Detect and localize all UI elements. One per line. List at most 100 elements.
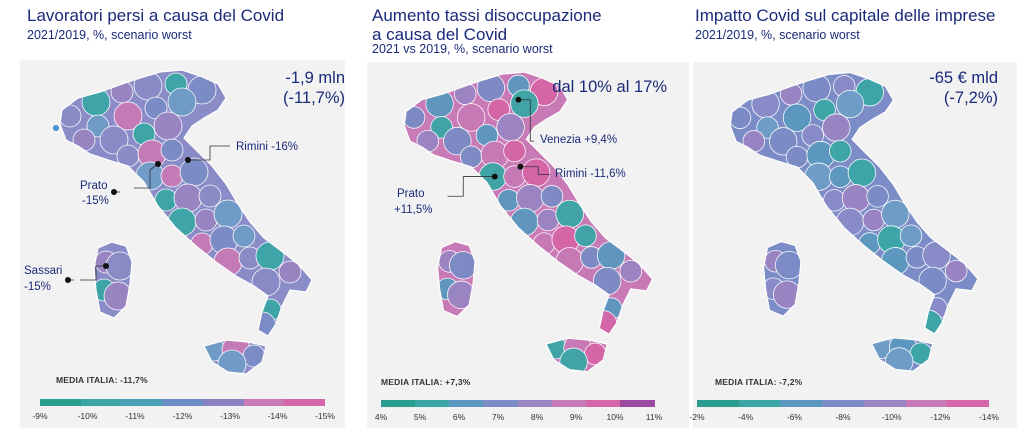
annotation-leader-line xyxy=(188,145,230,161)
panel-subtitle: 2021/2019, %, scenario worst xyxy=(695,28,860,42)
legend-tick-label: -13% xyxy=(220,411,240,421)
legend-color-swatch xyxy=(517,400,553,407)
annotation-rimini: Rimini -11,6% xyxy=(555,168,626,180)
annotation-leader-line xyxy=(518,99,535,142)
legend-color-swatch xyxy=(284,399,326,406)
headline-line-2: (-11,7%) xyxy=(282,89,345,107)
legend-color-swatch xyxy=(585,400,621,407)
province-patch xyxy=(81,87,111,117)
legend-tick-label: 9% xyxy=(569,412,583,422)
annotation-sassari-label: Sassari xyxy=(24,265,63,277)
province-patch xyxy=(829,165,852,188)
sassari-end-dot xyxy=(65,277,71,283)
coastline xyxy=(545,337,608,373)
legend-tick-label: -4% xyxy=(738,412,754,422)
coastline xyxy=(203,339,267,375)
legend-color-swatch xyxy=(947,400,990,407)
province-patch xyxy=(99,125,129,155)
legend-color-swatch xyxy=(40,399,82,406)
province-patch xyxy=(72,128,96,152)
legend-color-swatch xyxy=(80,399,122,406)
annotation-venezia: Venezia +9,4% xyxy=(540,134,618,146)
province-patch xyxy=(60,104,82,128)
coastline xyxy=(59,69,313,337)
panel-subtitle: 2021 vs 2019, %, scenario worst xyxy=(372,42,553,56)
province-patch xyxy=(510,207,539,237)
province-patch xyxy=(521,158,551,187)
region-patches xyxy=(60,70,312,374)
province-patch xyxy=(619,259,643,283)
province-patch xyxy=(769,127,798,156)
province-patch xyxy=(194,208,218,232)
province-patch xyxy=(751,89,780,119)
province-patch xyxy=(496,113,525,142)
national-average: MEDIA ITALIA: +7,3% xyxy=(381,377,471,387)
province-patch xyxy=(516,184,545,213)
panel-title: Lavoratori persi a causa del Covid xyxy=(27,6,285,25)
province-patch xyxy=(540,185,564,208)
province-patch xyxy=(167,87,197,117)
province-patch xyxy=(835,89,865,119)
panel-company-capital: Impatto Covid sul capitale delle imprese… xyxy=(685,0,1024,432)
province-patch xyxy=(847,158,877,187)
province-patch xyxy=(213,247,243,277)
legend-color-swatch xyxy=(697,400,740,407)
legend-color-swatch xyxy=(243,399,285,406)
province-patch xyxy=(914,309,943,339)
headline-line-2: (-7,2%) xyxy=(943,89,998,107)
province-patch xyxy=(443,126,472,156)
legend-color-swatch xyxy=(822,400,865,407)
province-patch xyxy=(179,157,209,187)
legend-color-swatch xyxy=(738,400,781,407)
annotation-prato-label: Prato xyxy=(397,188,425,200)
province-patch xyxy=(154,188,178,212)
legend-tick-label: -14% xyxy=(267,411,288,421)
national-average: MEDIA ITALIA: -7,2% xyxy=(715,377,803,387)
italy-map xyxy=(729,71,979,372)
legend-color-swatch xyxy=(863,400,907,407)
coastline xyxy=(763,240,802,317)
province-patch xyxy=(596,241,626,270)
legend-tick-label: 8% xyxy=(530,412,544,422)
province-patch xyxy=(153,111,183,141)
province-patch xyxy=(804,162,833,191)
province-patch xyxy=(574,224,597,247)
province-patch xyxy=(881,247,910,276)
province-patch xyxy=(251,267,281,297)
rimini-marker-dot xyxy=(517,163,524,170)
panel-subtitle: 2021/2019, %, scenario worst xyxy=(27,28,192,42)
province-patch xyxy=(425,89,454,118)
legend-color-swatch xyxy=(905,400,948,407)
province-patch xyxy=(835,207,865,237)
legend-tick-label: -10% xyxy=(881,412,902,422)
province-patch xyxy=(160,138,184,162)
province-patch xyxy=(742,130,765,153)
province-patch xyxy=(503,139,526,163)
province-patch xyxy=(899,224,923,247)
legend-tick-label: -8% xyxy=(835,412,851,422)
headline-line-1: -65 € mld xyxy=(929,69,998,87)
province-patch xyxy=(555,247,584,276)
province-patch xyxy=(255,241,285,271)
panel-title: Impatto Covid sul capitale delle imprese xyxy=(695,6,996,25)
province-patch xyxy=(167,207,197,237)
color-legend: 4% 5% 6% 7% 8% 9% 10% 11% xyxy=(375,400,662,422)
prato-marker-dot xyxy=(155,161,161,167)
province-patch xyxy=(232,224,256,248)
sassari-marker-dot xyxy=(103,263,109,269)
legend-tick-label: -12% xyxy=(930,412,951,422)
coastline xyxy=(729,71,979,335)
legend-color-swatch xyxy=(121,399,163,406)
province-patch xyxy=(823,189,846,212)
legend-tick-label: -6% xyxy=(786,412,802,422)
annotation-leader-line xyxy=(134,163,159,189)
province-patch xyxy=(198,184,222,208)
legend-tick-label: -15% xyxy=(315,411,335,421)
legend-color-swatch xyxy=(202,399,245,406)
province-patch xyxy=(113,101,143,131)
panel-workers-lost: Lavoratori persi a causa del Covid 2021/… xyxy=(0,0,345,432)
panel-title-line-1: Aumento tassi disoccupazione xyxy=(372,6,602,25)
italy-map xyxy=(53,69,313,375)
legend-color-swatch xyxy=(449,400,484,407)
province-patch xyxy=(841,184,871,213)
